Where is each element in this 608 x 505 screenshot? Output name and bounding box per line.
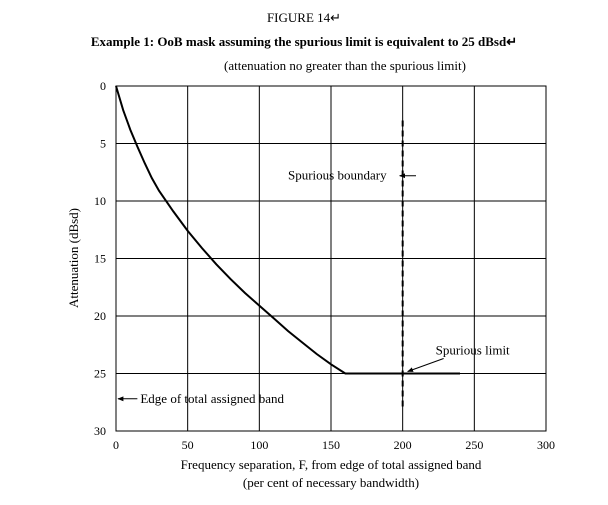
y-tick-20: 20 (94, 309, 106, 323)
x-tick-150: 150 (322, 438, 340, 452)
x-tick-200: 200 (394, 438, 412, 452)
x-tick-300: 300 (537, 438, 555, 452)
annotation-spurious-boundary: Spurious boundary (288, 168, 387, 183)
arrow-spurious-limit (407, 358, 444, 372)
y-tick-10: 10 (94, 194, 106, 208)
y-tick-labels: 0 5 10 15 20 25 30 (94, 79, 106, 438)
chart-subtitle: (attenuation no greater than the spuriou… (224, 58, 466, 73)
x-tick-50: 50 (182, 438, 194, 452)
y-tick-15: 15 (94, 252, 106, 266)
annotation-spurious-limit: Spurious limit (436, 343, 510, 358)
plot-frame (115, 85, 547, 432)
annotations: Spurious boundary Spurious limit Edge of t… (117, 168, 510, 406)
y-axis-label: Attenuation (dBsd) (66, 208, 81, 308)
x-tick-0: 0 (113, 438, 119, 452)
x-axis-label-line2: (per cent of necessary bandwidth) (243, 475, 419, 490)
oob-mask-line (115, 85, 460, 375)
x-tick-100: 100 (250, 438, 268, 452)
x-tick-labels: 0 50 100 150 200 250 300 (113, 438, 555, 452)
figure-label: FIGURE 14↵ (267, 10, 341, 25)
annotation-edge-of-band: Edge of total assigned band (140, 391, 284, 406)
y-tick-5: 5 (100, 137, 106, 151)
chart-title: Example 1: OoB mask assuming the spuriou… (91, 34, 517, 49)
x-axis-label: Frequency separation, F, from edge of to… (181, 457, 482, 472)
y-tick-0: 0 (100, 79, 106, 93)
y-tick-30: 30 (94, 424, 106, 438)
y-tick-25: 25 (94, 367, 106, 381)
grid (116, 86, 546, 431)
x-tick-250: 250 (465, 438, 483, 452)
